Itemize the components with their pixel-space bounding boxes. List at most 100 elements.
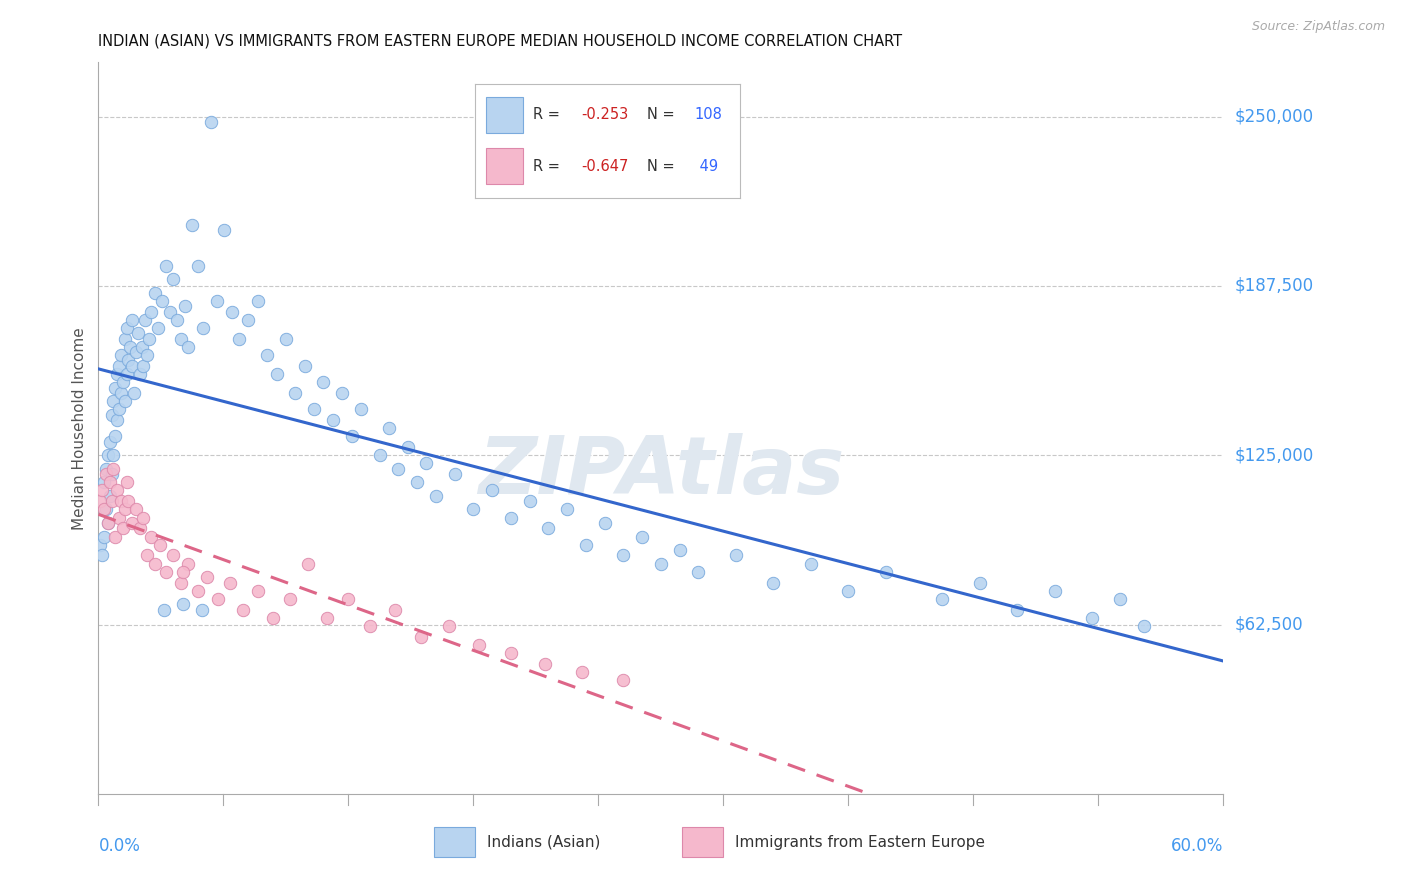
Point: [612, 673, 634, 687]
Point: [127, 326, 149, 341]
Point: [499, 510, 522, 524]
Point: [612, 549, 634, 563]
Point: [114, 332, 136, 346]
Point: [173, 299, 195, 313]
Point: [105, 367, 128, 381]
Point: [396, 440, 419, 454]
Point: [1043, 583, 1066, 598]
Point: [1133, 619, 1156, 633]
Point: [800, 557, 823, 571]
Point: [108, 359, 131, 373]
Point: [297, 557, 319, 571]
Point: [111, 521, 134, 535]
Point: [166, 313, 188, 327]
Point: [631, 529, 654, 543]
Point: [437, 619, 460, 633]
Point: [406, 475, 429, 490]
Point: [1005, 602, 1028, 616]
Point: [110, 348, 132, 362]
Point: [238, 313, 260, 327]
Point: [97, 516, 120, 530]
Point: [172, 597, 194, 611]
Point: [387, 462, 409, 476]
Point: [468, 638, 491, 652]
Point: [97, 516, 120, 530]
Point: [162, 272, 184, 286]
Point: [93, 475, 115, 490]
Point: [100, 408, 122, 422]
Point: [150, 293, 173, 308]
Point: [246, 583, 269, 598]
Point: [132, 510, 155, 524]
Point: [443, 467, 465, 482]
Point: [100, 467, 122, 482]
Point: [98, 475, 121, 490]
Point: [1081, 611, 1104, 625]
Point: [340, 429, 363, 443]
Point: [114, 502, 136, 516]
Point: [415, 456, 437, 470]
Point: [181, 218, 204, 232]
Point: [284, 386, 307, 401]
Point: [294, 359, 316, 373]
Point: [153, 602, 176, 616]
Point: [115, 475, 138, 490]
Point: [148, 321, 170, 335]
Point: [103, 448, 125, 462]
Point: [481, 483, 503, 498]
Point: [312, 375, 335, 389]
Point: [322, 413, 344, 427]
Point: [121, 516, 143, 530]
Point: [170, 332, 193, 346]
Point: [256, 348, 278, 362]
Point: [555, 502, 578, 516]
Point: [571, 665, 593, 679]
Point: [138, 332, 160, 346]
Point: [350, 402, 373, 417]
Point: [463, 502, 485, 516]
Point: [278, 591, 301, 606]
Text: Indians (Asian): Indians (Asian): [486, 835, 600, 849]
Point: [97, 448, 120, 462]
Point: [105, 413, 128, 427]
Point: [170, 575, 193, 590]
Point: [218, 575, 240, 590]
Point: [190, 602, 212, 616]
Point: [120, 340, 142, 354]
Point: [143, 557, 166, 571]
Point: [94, 467, 117, 482]
Point: [136, 549, 159, 563]
Point: [688, 565, 710, 579]
Point: [91, 549, 114, 563]
Point: [205, 293, 228, 308]
Point: [875, 565, 897, 579]
Point: [103, 394, 125, 409]
Point: [89, 494, 111, 508]
Point: [378, 421, 401, 435]
Text: ZIPAtlas: ZIPAtlas: [478, 433, 844, 511]
Point: [125, 345, 148, 359]
Point: [762, 575, 785, 590]
Text: $187,500: $187,500: [1234, 277, 1313, 295]
Point: [128, 521, 150, 535]
Point: [139, 304, 162, 318]
Text: INDIAN (ASIAN) VS IMMIGRANTS FROM EASTERN EUROPE MEDIAN HOUSEHOLD INCOME CORRELA: INDIAN (ASIAN) VS IMMIGRANTS FROM EASTER…: [98, 34, 903, 49]
Point: [207, 591, 229, 606]
Point: [93, 529, 115, 543]
Point: [104, 529, 127, 543]
Point: [108, 510, 131, 524]
Point: [499, 646, 522, 660]
Text: 60.0%: 60.0%: [1171, 838, 1223, 855]
Point: [336, 591, 359, 606]
Point: [111, 375, 134, 389]
Point: [724, 549, 747, 563]
Text: $62,500: $62,500: [1234, 615, 1303, 633]
Point: [368, 448, 391, 462]
Point: [110, 386, 132, 401]
Point: [125, 502, 148, 516]
Point: [969, 575, 991, 590]
Point: [228, 332, 250, 346]
Point: [103, 462, 125, 476]
Point: [110, 494, 132, 508]
Point: [172, 565, 194, 579]
